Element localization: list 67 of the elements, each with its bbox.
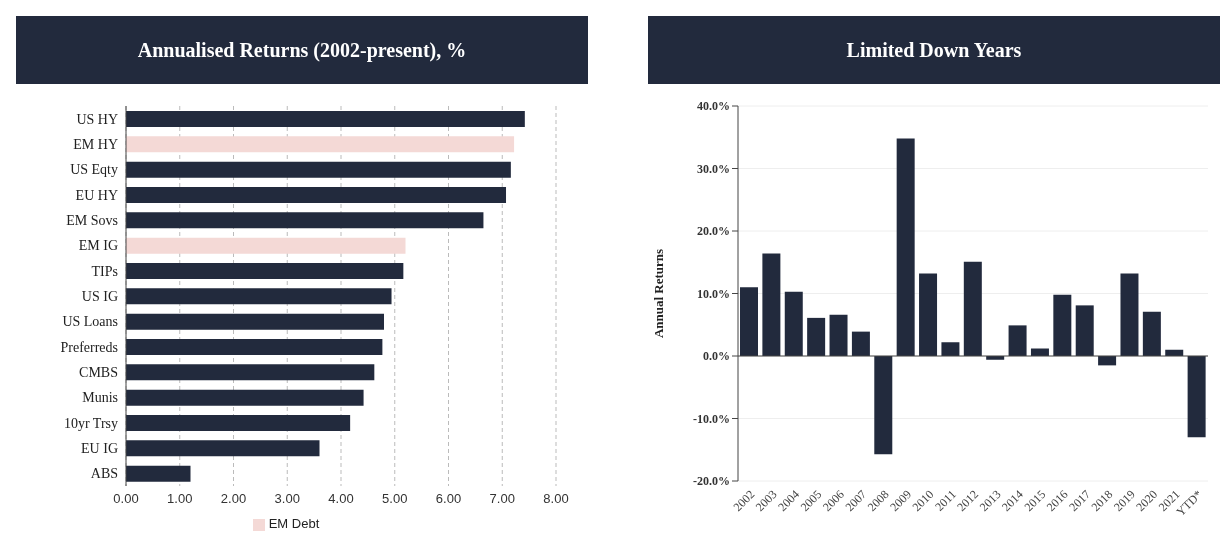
y-tick-label: 30.0% <box>697 161 730 176</box>
y-tick-label: 10.0% <box>697 286 730 301</box>
x-tick-label: 5.00 <box>382 491 408 507</box>
bar <box>1075 305 1094 356</box>
y-tick-label: EU HY <box>75 187 118 203</box>
bar <box>126 288 392 305</box>
y-tick-label: Munis <box>82 390 118 406</box>
y-tick-label: US Eqty <box>70 162 118 178</box>
bar <box>851 331 870 356</box>
bar <box>896 138 915 356</box>
bar <box>126 161 511 178</box>
bar <box>1053 294 1072 356</box>
y-tick-label: EU IG <box>81 440 118 456</box>
y-axis-title: Annual Returns <box>650 248 666 339</box>
y-tick-label: ABS <box>90 466 118 482</box>
bar <box>126 187 507 203</box>
x-tick-label: 6.00 <box>435 491 462 507</box>
bar <box>740 287 758 356</box>
x-tick-label: 2.00 <box>220 491 247 507</box>
bar <box>126 263 404 279</box>
bar <box>126 415 351 431</box>
y-tick-label: EM IG <box>78 238 118 254</box>
bar <box>963 261 982 356</box>
bar <box>126 212 484 229</box>
x-tick-label: 7.00 <box>489 491 515 507</box>
bar <box>784 291 803 356</box>
y-tick-label: 10yr Trsy <box>63 415 118 431</box>
y-tick-label: Preferreds <box>60 339 118 355</box>
y-tick-label: EM HY <box>73 136 118 152</box>
y-tick-label: US Loans <box>62 314 118 330</box>
bar <box>807 317 826 356</box>
chart-title: Limited Down Years <box>648 16 1220 84</box>
bar <box>126 313 384 330</box>
bar <box>762 253 781 356</box>
bar <box>874 356 893 455</box>
x-tick-label: 8.00 <box>543 491 569 507</box>
bar <box>126 440 320 457</box>
bar <box>126 136 515 153</box>
bar <box>1187 356 1206 438</box>
bar <box>126 364 375 381</box>
y-tick-label: TIPs <box>91 263 118 279</box>
y-tick-label: 0.0% <box>703 349 730 364</box>
y-tick-label: -20.0% <box>693 474 730 489</box>
bar <box>1142 311 1161 356</box>
bar <box>126 389 364 406</box>
bar <box>941 342 960 356</box>
bar <box>829 314 848 356</box>
bar <box>126 237 406 254</box>
chart-title: Annualised Returns (2002-present), % <box>16 16 588 84</box>
bar <box>1008 325 1027 356</box>
bar <box>126 111 525 127</box>
x-tick-label: 3.00 <box>274 491 300 507</box>
bar <box>126 339 383 355</box>
y-tick-label: CMBS <box>79 364 118 380</box>
bar <box>919 273 938 356</box>
y-tick-label: US IG <box>81 288 118 304</box>
y-tick-label: EM Sovs <box>66 212 118 228</box>
y-tick-label: 40.0% <box>697 99 730 114</box>
x-tick-label: 4.00 <box>328 491 354 507</box>
legend-label: EM Debt <box>268 516 320 531</box>
bar <box>126 465 191 482</box>
y-tick-label: US HY <box>76 111 118 127</box>
y-tick-label: -10.0% <box>693 411 730 426</box>
x-tick-label: 0.00 <box>113 491 139 507</box>
bar <box>1120 273 1139 356</box>
y-tick-label: 20.0% <box>697 224 730 239</box>
x-tick-label: 1.00 <box>167 491 193 507</box>
